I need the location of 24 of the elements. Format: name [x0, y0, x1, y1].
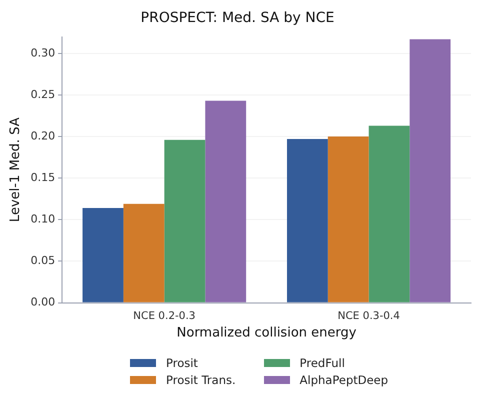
bar [328, 136, 369, 302]
chart-title: PROSPECT: Med. SA by NCE [140, 10, 334, 26]
legend-label: AlphaPeptDeep [300, 373, 388, 387]
bar [164, 140, 206, 302]
bar [123, 204, 164, 302]
y-tick-label: 0.30 [30, 46, 56, 60]
x-tick-label: NCE 0.2-0.3 [133, 310, 196, 322]
y-tick-label: 0.20 [30, 129, 56, 142]
bar [410, 39, 451, 302]
x-axis-title: Normalized collision energy [176, 326, 357, 341]
bar [368, 126, 410, 302]
legend-label: Prosit [166, 356, 198, 370]
bar [205, 100, 246, 302]
y-tick-label: 0.25 [30, 88, 56, 101]
legend-label: Prosit Trans. [166, 373, 236, 387]
legend-label: PredFull [300, 356, 345, 370]
y-tick-label: 0.05 [30, 254, 56, 268]
bar [286, 139, 328, 302]
y-tick-label: 0.15 [30, 170, 56, 184]
y-tick-label: 0.10 [30, 212, 56, 226]
x-tick-label: NCE 0.3-0.4 [338, 310, 400, 322]
y-axis-title: Level-1 Med. SA [8, 117, 24, 222]
bar [82, 208, 124, 302]
y-tick-label: 0.00 [30, 296, 56, 309]
